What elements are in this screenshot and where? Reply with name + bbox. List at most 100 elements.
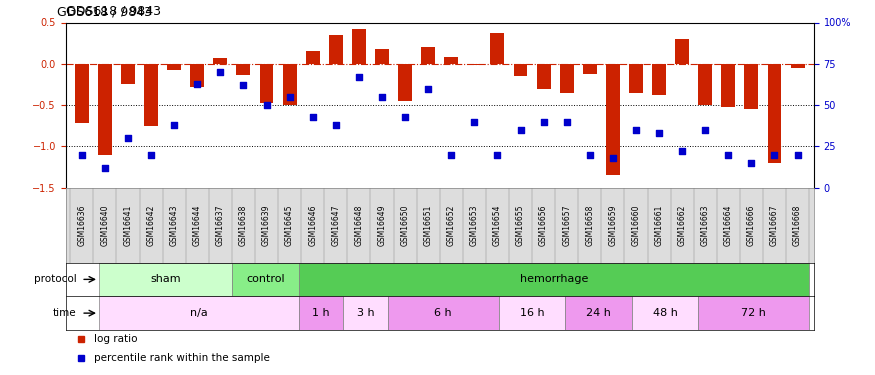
Text: GSM16641: GSM16641 [123, 204, 132, 246]
Bar [698, 64, 712, 105]
Point [283, 94, 297, 100]
Text: GSM16648: GSM16648 [354, 204, 363, 246]
Point [514, 127, 528, 133]
Point [421, 86, 435, 92]
Bar [491, 33, 504, 64]
Point [144, 152, 158, 157]
Bar [421, 47, 435, 64]
Bar [560, 64, 574, 93]
Text: GSM16645: GSM16645 [285, 204, 294, 246]
Point [167, 122, 181, 128]
Text: GSM16649: GSM16649 [377, 204, 387, 246]
Point [398, 114, 412, 120]
Point [375, 94, 389, 100]
Text: 6 h: 6 h [434, 308, 452, 318]
Text: GSM16656: GSM16656 [539, 204, 548, 246]
Text: hemorrhage: hemorrhage [520, 274, 588, 284]
Text: GSM16637: GSM16637 [216, 204, 225, 246]
Text: GSM16662: GSM16662 [677, 204, 687, 246]
Bar [343, 296, 388, 330]
Text: GSM16664: GSM16664 [724, 204, 733, 246]
Text: GDS618 / 9843: GDS618 / 9843 [66, 4, 161, 17]
Bar [398, 64, 412, 101]
Bar [99, 262, 232, 296]
Bar [499, 296, 565, 330]
Bar [721, 64, 735, 106]
Point [98, 165, 112, 171]
Bar [75, 64, 88, 123]
Bar [298, 262, 809, 296]
Point [74, 152, 88, 157]
Text: GSM16659: GSM16659 [608, 204, 618, 246]
Bar [629, 64, 643, 93]
Point [352, 74, 366, 80]
Bar [745, 64, 759, 109]
Text: n/a: n/a [190, 308, 207, 318]
Bar [260, 64, 274, 104]
Point [236, 82, 250, 88]
Bar [236, 64, 250, 75]
Text: 72 h: 72 h [741, 308, 766, 318]
Bar [767, 64, 781, 163]
Point [444, 152, 458, 157]
Text: GSM16666: GSM16666 [747, 204, 756, 246]
Bar [305, 51, 319, 64]
Text: GSM16654: GSM16654 [493, 204, 502, 246]
Point [467, 118, 481, 124]
Point [305, 114, 319, 120]
Text: GSM16660: GSM16660 [632, 204, 640, 246]
Bar [444, 57, 458, 64]
Point [745, 160, 759, 166]
Text: GSM16663: GSM16663 [701, 204, 710, 246]
Text: GSM16655: GSM16655 [516, 204, 525, 246]
Bar [652, 64, 666, 95]
Point [260, 102, 274, 108]
Bar [698, 296, 809, 330]
Text: GSM16668: GSM16668 [793, 204, 802, 246]
Bar [583, 64, 597, 74]
Bar [99, 296, 298, 330]
Text: GSM16644: GSM16644 [192, 204, 202, 246]
Bar [214, 58, 228, 64]
Bar [388, 296, 499, 330]
Point [629, 127, 643, 133]
Point [536, 118, 550, 124]
Text: GSM16651: GSM16651 [424, 204, 432, 246]
Text: GSM16643: GSM16643 [170, 204, 178, 246]
Bar [352, 29, 366, 64]
Bar [191, 64, 204, 87]
Bar [632, 296, 698, 330]
Point [606, 155, 620, 161]
Text: GSM16661: GSM16661 [654, 204, 663, 246]
Point [767, 152, 781, 157]
Bar [514, 64, 528, 76]
Text: sham: sham [150, 274, 181, 284]
Text: control: control [246, 274, 284, 284]
Point [190, 81, 204, 87]
Bar [375, 49, 388, 64]
Text: GSM16658: GSM16658 [585, 204, 594, 246]
Point [121, 135, 135, 141]
Text: GSM16642: GSM16642 [146, 204, 156, 246]
Text: GSM16646: GSM16646 [308, 204, 318, 246]
Bar [606, 64, 620, 175]
Point [583, 152, 597, 157]
Text: 1 h: 1 h [312, 308, 330, 318]
Bar [298, 296, 343, 330]
Bar [232, 262, 298, 296]
Bar [283, 64, 297, 105]
Point [721, 152, 735, 157]
Point [560, 118, 574, 124]
Text: GSM16667: GSM16667 [770, 204, 779, 246]
Text: protocol: protocol [34, 274, 77, 284]
Bar [98, 64, 112, 154]
Text: 48 h: 48 h [653, 308, 677, 318]
Text: log ratio: log ratio [94, 334, 137, 344]
Bar [144, 64, 158, 126]
Point [329, 122, 343, 128]
Text: GSM16639: GSM16639 [262, 204, 271, 246]
Point [676, 148, 690, 154]
Text: GDS618 / 9843: GDS618 / 9843 [57, 6, 152, 19]
Text: GSM16647: GSM16647 [332, 204, 340, 246]
Point [791, 152, 805, 157]
